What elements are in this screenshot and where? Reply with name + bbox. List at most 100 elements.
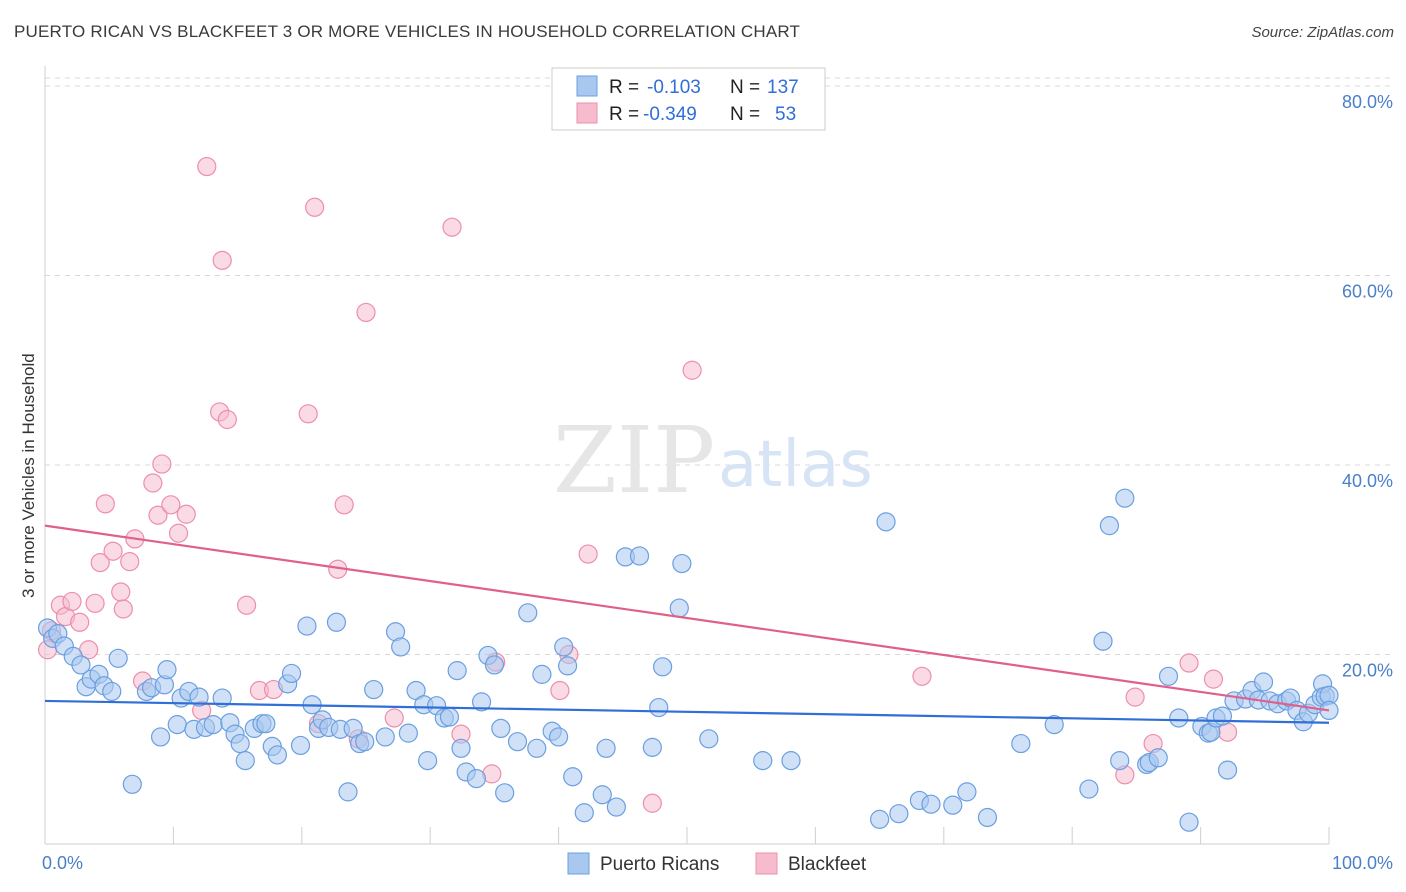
x-tick-labels: 0.0% 100.0% xyxy=(42,853,1393,873)
puerto-rican-point xyxy=(212,688,232,708)
blackfeet-point xyxy=(176,504,196,524)
puerto-rican-point xyxy=(157,660,177,680)
blackfeet-point xyxy=(1203,669,1224,689)
blackfeet-point xyxy=(1179,653,1199,673)
y-tick-labels: 20.0% 40.0% 60.0% 80.0% xyxy=(1342,92,1393,681)
blackfeet-point xyxy=(1125,687,1145,707)
blackfeet-point xyxy=(305,197,325,217)
legend-n-label: N = xyxy=(730,77,760,98)
puerto-rican-point xyxy=(1217,760,1238,780)
puerto-rican-point xyxy=(466,769,487,789)
legend-swatch-pink xyxy=(576,102,598,124)
puerto-rican-point xyxy=(563,767,583,787)
puerto-rican-point xyxy=(355,732,375,752)
blackfeet-point xyxy=(236,595,257,615)
watermark-zip: ZIP xyxy=(553,407,715,514)
chart-title: PUERTO RICAN VS BLACKFEET 3 OR MORE VEHI… xyxy=(14,22,801,41)
legend-n-label: N = xyxy=(730,104,760,125)
puerto-rican-point xyxy=(1253,672,1274,692)
puerto-rican-point xyxy=(876,512,896,532)
puerto-rican-point xyxy=(447,661,467,681)
x-tick-label: 0.0% xyxy=(42,853,83,873)
puerto-rican-point xyxy=(150,727,171,747)
blackfeet-point xyxy=(111,582,131,602)
puerto-rican-point xyxy=(391,637,411,657)
legend-r-label: R = xyxy=(609,77,639,98)
puerto-rican-point xyxy=(418,751,438,771)
blackfeet-point xyxy=(912,666,932,686)
puerto-rican-point xyxy=(189,687,209,707)
puerto-rican-point xyxy=(596,738,616,758)
blackfeet-point xyxy=(148,505,168,525)
legend: R = -0.103 N = 137 R = -0.349 N = 53 xyxy=(551,67,826,131)
puerto-rican-point xyxy=(518,603,538,623)
puerto-rican-point xyxy=(281,663,302,684)
blackfeet-point xyxy=(95,494,115,514)
legend-n-value: 53 xyxy=(775,104,796,125)
puerto-rican-point xyxy=(1158,666,1179,686)
blackfeet-point xyxy=(682,360,702,380)
legend-r-value: -0.103 xyxy=(647,77,701,98)
legend-n-value: 137 xyxy=(767,77,799,98)
blackfeet-point xyxy=(70,612,90,632)
puerto-rican-point xyxy=(495,783,515,803)
blackfeet-point xyxy=(152,454,172,474)
blackfeet-point xyxy=(103,541,123,561)
puerto-rican-point xyxy=(439,707,460,727)
puerto-rican-point xyxy=(267,745,288,765)
puerto-rican-point xyxy=(629,546,650,566)
puerto-rican-point xyxy=(471,692,492,712)
blackfeet-point xyxy=(212,250,232,270)
puerto-rican-point xyxy=(592,785,612,805)
puerto-rican-point xyxy=(338,782,358,802)
blackfeet-point xyxy=(143,473,163,493)
puerto-ricans-trend-line xyxy=(44,699,1330,724)
puerto-rican-point xyxy=(653,657,673,677)
blackfeet-point xyxy=(90,552,110,573)
puerto-rican-point xyxy=(398,723,418,743)
bottom-legend-swatch-pink xyxy=(755,852,778,875)
puerto-rican-point xyxy=(451,738,471,758)
puerto-rican-point xyxy=(375,727,395,747)
legend-r-value: -0.349 xyxy=(643,104,697,125)
blackfeet-point xyxy=(120,552,140,572)
axes xyxy=(44,66,1330,845)
puerto-ricans-points xyxy=(37,488,1339,832)
puerto-rican-point xyxy=(554,637,574,657)
puerto-rican-point xyxy=(326,612,347,632)
puerto-rican-point xyxy=(1179,812,1199,832)
puerto-rican-point xyxy=(781,751,801,771)
blackfeet-point xyxy=(62,591,82,612)
puerto-rican-point xyxy=(557,656,578,676)
puerto-rican-point xyxy=(649,697,669,718)
puerto-rican-point xyxy=(1169,708,1189,728)
y-tick-label: 60.0% xyxy=(1342,282,1393,302)
puerto-rican-point xyxy=(364,679,384,700)
blackfeet-point xyxy=(334,495,354,515)
blackfeet-point xyxy=(356,302,376,323)
watermark: ZIP atlas xyxy=(553,407,873,514)
y-tick-label: 40.0% xyxy=(1342,471,1393,491)
puerto-rican-point xyxy=(203,715,223,735)
blackfeet-point xyxy=(442,217,462,237)
puerto-rican-point xyxy=(71,655,91,675)
blackfeet-point xyxy=(642,793,662,813)
puerto-rican-point xyxy=(167,715,187,735)
puerto-rican-point xyxy=(1115,488,1135,508)
blackfeet-point xyxy=(578,544,598,564)
bottom-legend: Puerto Ricans Blackfeet xyxy=(567,852,867,875)
legend-swatch-blue xyxy=(576,75,598,97)
y-tick-label: 20.0% xyxy=(1342,661,1393,681)
puerto-rican-point xyxy=(102,681,122,702)
bottom-legend-swatch-blue xyxy=(567,852,590,875)
puerto-rican-point xyxy=(1044,715,1064,735)
puerto-rican-point xyxy=(527,738,547,758)
puerto-rican-point xyxy=(1148,748,1168,768)
puerto-rican-point xyxy=(669,598,689,618)
y-axis-label: 3 or more Vehicles in Household xyxy=(19,353,38,598)
puerto-rican-point xyxy=(235,751,255,771)
puerto-rican-point xyxy=(1212,706,1233,726)
blackfeet-point xyxy=(113,599,133,619)
blackfeet-trend-line xyxy=(44,524,1330,712)
